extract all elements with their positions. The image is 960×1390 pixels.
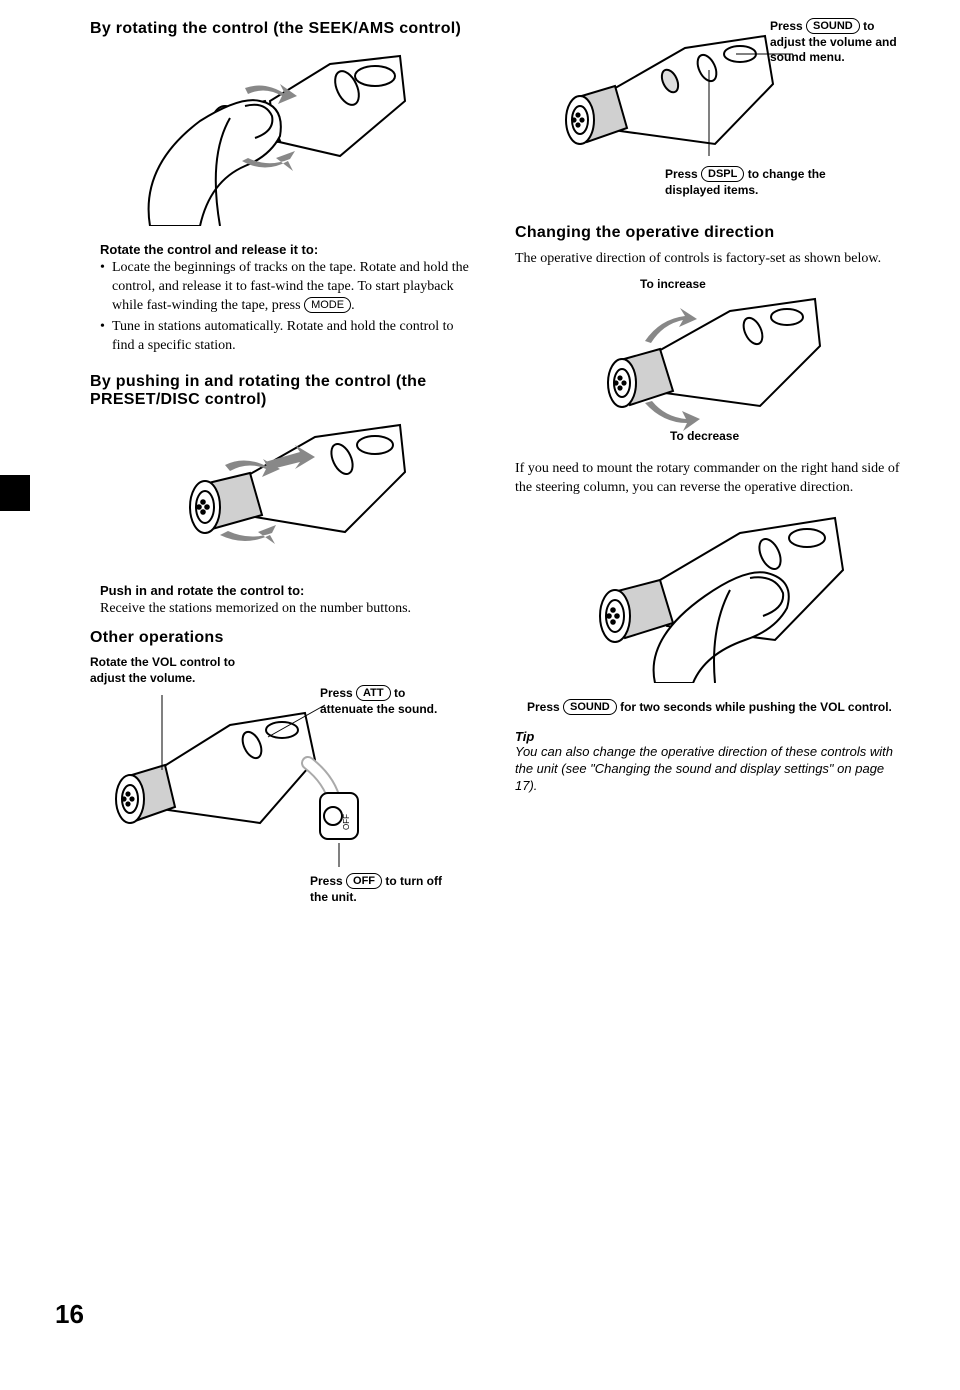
off-button-label: OFF: [346, 873, 382, 889]
bullet-locate-tracks: Locate the beginnings of tracks on the t…: [100, 259, 475, 316]
figure-rotate-control: [90, 46, 475, 226]
press-sound-two-sec: Press SOUND for two seconds while pushin…: [527, 699, 900, 716]
figure-direction: To increase: [515, 279, 900, 444]
left-column: By rotating the control (the SEEK/AMS co…: [90, 20, 475, 911]
push-rotate-body: Receive the stations memorized on the nu…: [100, 600, 475, 619]
bullet-text-1: Locate the beginnings of tracks on the t…: [112, 260, 469, 313]
other-ops-illustration: OFF: [90, 695, 410, 875]
heading-changing-direction: Changing the operative direction: [515, 224, 900, 242]
page-content: By rotating the control (the SEEK/AMS co…: [90, 20, 900, 911]
mode-button-label: MODE: [304, 297, 351, 313]
rotate-bullet-list: Locate the beginnings of tracks on the t…: [100, 259, 475, 355]
hand-commander-illustration: [90, 46, 410, 226]
dspl-button-label: DSPL: [701, 166, 744, 182]
figure-push-rotate: [90, 417, 475, 567]
reverse-illustration: [515, 508, 855, 683]
rotate-release-block: Rotate the control and release it to: Lo…: [90, 242, 475, 355]
callout-vol: Rotate the VOL control to adjust the vol…: [90, 655, 260, 686]
ps2-post: for two seconds while pushing the VOL co…: [617, 700, 892, 714]
heading-seek-ams: By rotating the control (the SEEK/AMS co…: [90, 20, 475, 38]
figure-sound-dspl: Press SOUND to adjust the volume and sou…: [515, 26, 900, 206]
sound-dspl-illustration: [515, 26, 815, 156]
label-to-decrease: To decrease: [670, 429, 739, 445]
direction-para2: If you need to mount the rotary commande…: [515, 460, 900, 498]
tip-label: Tip: [515, 729, 900, 744]
rotate-release-heading: Rotate the control and release it to:: [100, 242, 475, 257]
tip-body: You can also change the operative direct…: [515, 744, 900, 795]
figure-other-ops: Rotate the VOL control to adjust the vol…: [90, 655, 475, 895]
bullet-tune-stations: Tune in stations automatically. Rotate a…: [100, 318, 475, 356]
off-switch-text: OFF: [342, 814, 351, 830]
side-tab: [0, 475, 30, 511]
heading-preset-disc: By pushing in and rotating the control (…: [90, 373, 475, 409]
heading-other-ops: Other operations: [90, 629, 475, 647]
push-rotate-heading: Push in and rotate the control to:: [100, 583, 475, 598]
period: .: [351, 298, 355, 313]
callout-off: Press OFF to turn off the unit.: [310, 873, 450, 905]
dspl-pre: Press: [665, 167, 701, 181]
figure-reverse-direction: [515, 508, 900, 683]
direction-intro: The operative direction of controls is f…: [515, 250, 900, 269]
direction-illustration: [555, 291, 855, 431]
ps2-pre: Press: [527, 700, 563, 714]
right-column: Press SOUND to adjust the volume and sou…: [515, 20, 900, 911]
sound-button-label-2: SOUND: [563, 699, 617, 715]
push-rotate-illustration: [90, 417, 410, 567]
push-rotate-block: Push in and rotate the control to: Recei…: [90, 583, 475, 619]
page-number: 16: [55, 1299, 84, 1330]
off-pre: Press: [310, 874, 346, 888]
callout-dspl: Press DSPL to change the displayed items…: [665, 166, 845, 198]
